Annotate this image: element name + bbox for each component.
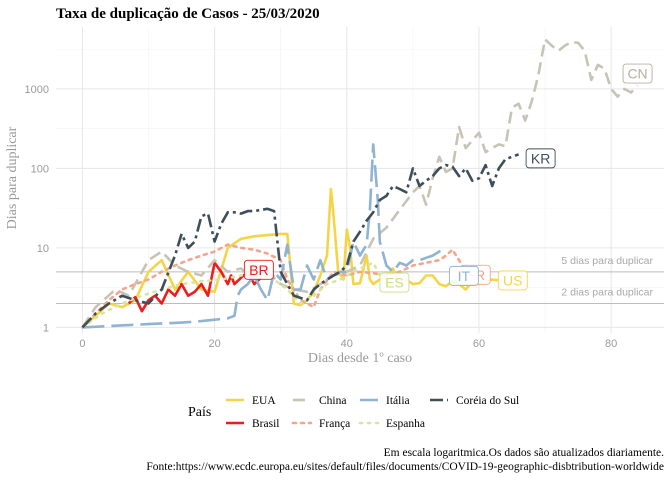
end-label-us: US bbox=[503, 272, 522, 288]
x-tick-label: 60 bbox=[473, 338, 485, 350]
legend-label-kr: Coréia do Sul bbox=[456, 395, 519, 407]
y-tick-label: 1 bbox=[43, 322, 49, 334]
series-line-us bbox=[81, 187, 499, 329]
end-label-cn: CN bbox=[627, 66, 647, 82]
axes: 0 20 40 60 80 1 10 100 1000 bbox=[25, 84, 618, 350]
legend-label-br: Brasil bbox=[252, 418, 279, 430]
end-label-box-cn bbox=[622, 63, 653, 84]
series-line-it bbox=[82, 143, 447, 329]
legend-label-it: Itália bbox=[386, 395, 410, 407]
legend-label-cn: China bbox=[319, 395, 346, 407]
reference-line-label: 2 dias para duplicar bbox=[561, 286, 653, 298]
y-tick-label: 10 bbox=[37, 243, 49, 255]
end-label-box-us bbox=[497, 270, 528, 291]
caption-line-1: Em escala logaritmica.Os dados são atual… bbox=[384, 447, 664, 459]
end-label-br: BR bbox=[249, 262, 268, 278]
legend: EUA China Itália Coréia do Sul Brasil França E… bbox=[226, 395, 519, 430]
legend-label-es: Espanha bbox=[386, 418, 425, 430]
y-axis-title: Dias para duplicar bbox=[5, 126, 20, 229]
legend-title: País bbox=[188, 405, 211, 420]
legend-label-fr: França bbox=[319, 418, 350, 430]
end-label-box-kr bbox=[525, 148, 556, 169]
end-label-box-es bbox=[379, 272, 410, 293]
series-line-es bbox=[81, 261, 388, 329]
x-tick-label: 40 bbox=[341, 338, 353, 350]
series-line-cn bbox=[81, 38, 639, 329]
end-label-kr: KR bbox=[531, 150, 550, 166]
x-tick-label: 0 bbox=[79, 338, 85, 350]
series-layer bbox=[81, 38, 639, 329]
reference-line-label: 5 dias para duplicar bbox=[561, 255, 653, 267]
series-end-labels: USBRCNFRESITKR bbox=[243, 63, 653, 293]
series-line-fr bbox=[81, 243, 467, 329]
caption-line-2: Fonte:https://www.ecdc.europa.eu/sites/d… bbox=[146, 461, 664, 473]
end-label-box-it bbox=[448, 265, 479, 286]
y-tick-label: 1000 bbox=[25, 84, 49, 96]
series-line-kr bbox=[81, 153, 520, 329]
grid bbox=[56, 27, 664, 333]
chart-title: Taxa de duplicação de Casos - 25/03/2020 bbox=[56, 6, 320, 22]
x-tick-label: 20 bbox=[208, 338, 220, 350]
end-label-box-br bbox=[243, 259, 274, 280]
legend-label-us: EUA bbox=[252, 395, 276, 407]
series-line-br bbox=[127, 261, 262, 313]
x-axis-title: Dias desde 1º caso bbox=[308, 351, 412, 366]
end-label-es: ES bbox=[385, 275, 404, 291]
end-label-it: IT bbox=[458, 268, 471, 284]
y-tick-label: 100 bbox=[31, 163, 49, 175]
x-tick-label: 80 bbox=[605, 338, 617, 350]
